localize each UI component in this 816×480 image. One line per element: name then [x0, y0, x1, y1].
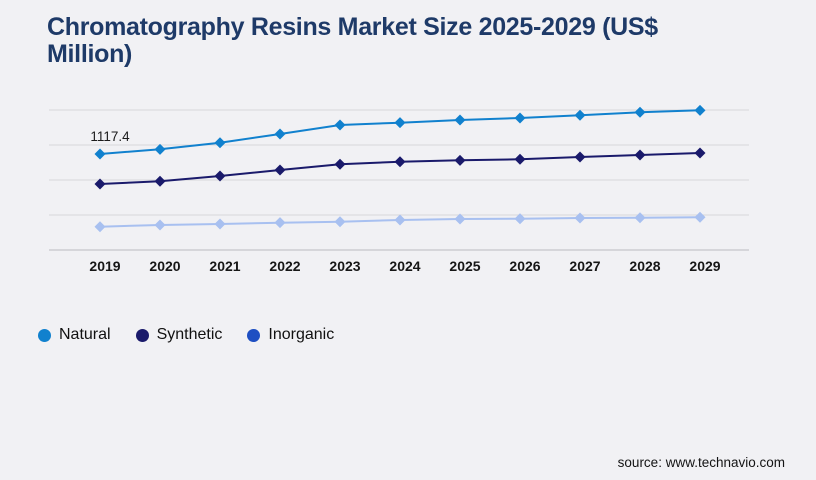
point-inorganic-2027 [574, 212, 586, 224]
legend-item-inorganic[interactable]: Inorganic [247, 326, 334, 344]
point-natural-2021 [214, 137, 226, 149]
chart-title-line-2: Million) [47, 40, 133, 68]
point-natural-2025 [454, 114, 466, 126]
point-inorganic-2019 [94, 221, 106, 233]
series-line-natural [99, 109, 701, 155]
point-synthetic-2028 [634, 149, 646, 161]
point-natural-2027 [574, 109, 586, 121]
point-synthetic-2025 [454, 154, 466, 166]
x-tick-label-2019: 2019 [89, 258, 120, 274]
point-synthetic-2024 [394, 156, 406, 168]
point-synthetic-2021 [214, 170, 226, 182]
point-inorganic-2022 [274, 217, 286, 229]
legend-marker-synthetic [135, 328, 149, 342]
point-synthetic-2022 [274, 164, 286, 176]
point-synthetic-2019 [94, 178, 106, 190]
point-synthetic-2020 [154, 175, 166, 187]
data-point-label: 1117.4 [90, 129, 130, 144]
point-natural-2019 [94, 148, 106, 160]
chart-title-line-1: Chromatography Resins Market Size 2025-2… [47, 13, 658, 41]
point-natural-2029 [694, 104, 706, 116]
legend-label-natural: Natural [59, 326, 111, 343]
legend-item-synthetic[interactable]: Synthetic [135, 326, 223, 344]
point-synthetic-2027 [574, 151, 586, 163]
legend-label-synthetic: Synthetic [156, 326, 223, 343]
legend-marker-inorganic [247, 328, 261, 342]
point-natural-2028 [634, 106, 646, 118]
x-tick-label-2025: 2025 [449, 258, 480, 274]
point-inorganic-2028 [634, 212, 646, 224]
x-tick-label-2020: 2020 [149, 258, 180, 274]
point-inorganic-2024 [394, 214, 406, 226]
point-synthetic-2026 [514, 153, 526, 165]
x-tick-label-2027: 2027 [569, 258, 600, 274]
x-tick-label-2028: 2028 [629, 258, 660, 274]
point-natural-2020 [154, 143, 166, 155]
x-tick-label-2022: 2022 [269, 258, 300, 274]
x-tick-label-2026: 2026 [509, 258, 540, 274]
legend-item-natural[interactable]: Natural [38, 326, 111, 344]
point-inorganic-2029 [694, 211, 706, 223]
point-inorganic-2020 [154, 219, 166, 231]
point-natural-2022 [274, 128, 286, 140]
point-inorganic-2021 [214, 218, 226, 230]
point-natural-2024 [394, 117, 406, 129]
chart-legend: Natural Synthetic Inorganic [38, 326, 334, 344]
x-tick-label-2021: 2021 [209, 258, 240, 274]
point-inorganic-2026 [514, 213, 526, 225]
point-synthetic-2029 [694, 147, 706, 159]
chart-title: Chromatography Resins Market Size 2025-2… [47, 14, 747, 68]
x-tick-label-2029: 2029 [689, 258, 720, 274]
x-tick-label-2024: 2024 [389, 258, 420, 274]
point-inorganic-2025 [454, 213, 466, 225]
legend-label-inorganic: Inorganic [268, 326, 335, 343]
point-natural-2023 [334, 119, 346, 131]
x-tick-label-2023: 2023 [329, 258, 360, 274]
source-attribution: source: www.technavio.com [617, 455, 785, 470]
point-natural-2026 [514, 112, 526, 124]
legend-marker-natural [38, 328, 51, 342]
point-inorganic-2023 [334, 216, 346, 228]
point-synthetic-2023 [334, 158, 346, 170]
